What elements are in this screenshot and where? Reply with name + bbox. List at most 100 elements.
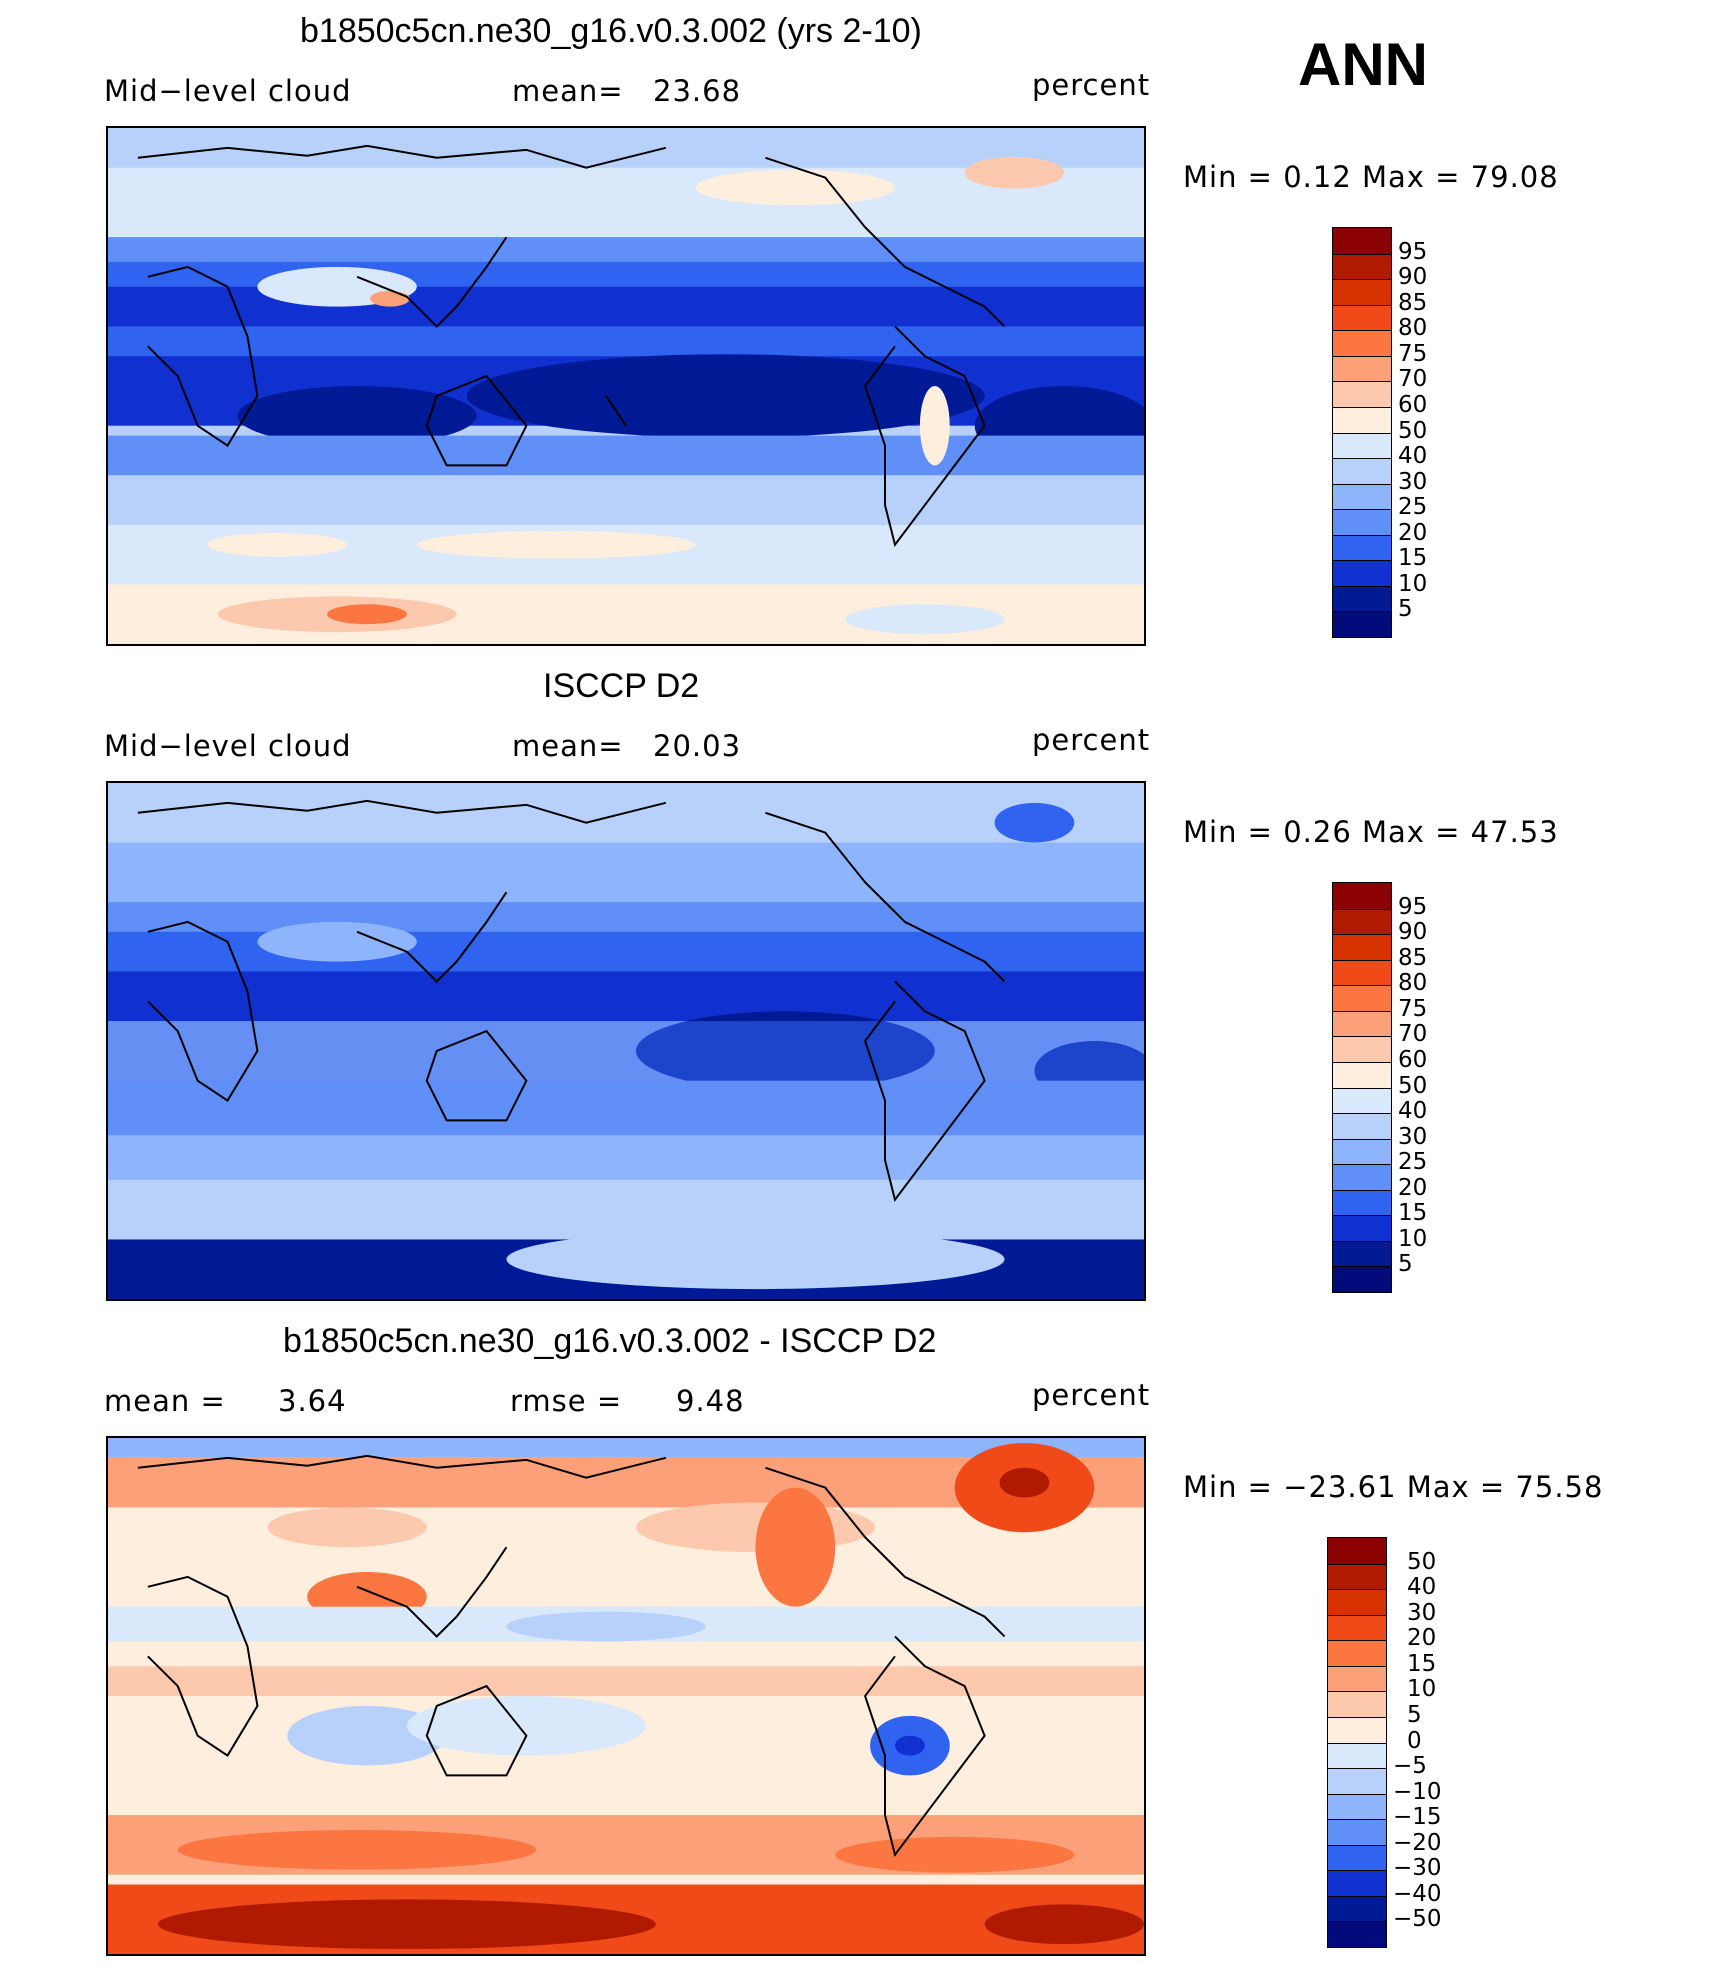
- colorbar-tick-label: 85: [1398, 289, 1428, 316]
- panel1-units: percent: [1032, 68, 1151, 102]
- colorbar-swatch: [1333, 1266, 1391, 1292]
- colorbar-tick-label: 15: [1398, 1200, 1428, 1227]
- colorbar-swatch: [1328, 1538, 1386, 1564]
- panel3-title: b1850c5cn.ne30_g16.v0.3.002 - ISCCP D2: [283, 1322, 937, 1360]
- colorbar-swatch: [1333, 1138, 1391, 1165]
- colorbar-tick-label: −30: [1393, 1855, 1442, 1882]
- colorbar-swatch: [1333, 432, 1391, 459]
- colorbar-tick-label: 40: [1398, 443, 1428, 470]
- colorbar-swatch: [1333, 1113, 1391, 1139]
- colorbar-swatch: [1328, 1844, 1386, 1871]
- colorbar-tick-label: 15: [1407, 1650, 1437, 1677]
- panel2-mean-value: 20.03: [653, 729, 742, 763]
- colorbar-tick-label: 85: [1398, 944, 1428, 971]
- colorbar-swatch: [1333, 934, 1391, 960]
- colorbar-swatch: [1333, 381, 1391, 407]
- colorbar-tick-label: 75: [1398, 995, 1428, 1022]
- colorbar-tick-label: 30: [1398, 468, 1428, 495]
- colorbar-tick-label: 95: [1398, 893, 1428, 920]
- panel3-mean-label: mean =: [104, 1384, 226, 1418]
- colorbar-swatch: [1333, 1189, 1391, 1216]
- colorbar-tick-label: 0: [1407, 1727, 1422, 1754]
- panel3-rmse-value: 9.48: [676, 1384, 745, 1418]
- colorbar-tick-label: 10: [1407, 1676, 1437, 1703]
- panel3-colorbar: [1327, 1537, 1387, 1948]
- colorbar-swatch: [1328, 1640, 1386, 1666]
- colorbar-swatch: [1328, 1793, 1386, 1820]
- colorbar-tick-label: −5: [1393, 1753, 1427, 1780]
- colorbar-swatch: [1328, 1768, 1386, 1794]
- colorbar-swatch: [1328, 1921, 1386, 1947]
- colorbar-tick-label: 50: [1407, 1548, 1437, 1575]
- panel1-minmax: Min = 0.12 Max = 79.08: [1183, 160, 1559, 194]
- colorbar-swatch: [1333, 355, 1391, 382]
- colorbar-tick-label: 50: [1398, 1072, 1428, 1099]
- colorbar-tick-label: 50: [1398, 417, 1428, 444]
- colorbar-tick-label: 80: [1398, 315, 1428, 342]
- panel1-variable-label: Mid−level cloud: [104, 74, 352, 108]
- colorbar-swatch: [1328, 1589, 1386, 1615]
- colorbar-tick-label: 70: [1398, 1021, 1428, 1048]
- panel2-mean-label: mean=: [512, 729, 624, 763]
- colorbar-swatch: [1328, 1742, 1386, 1769]
- colorbar-tick-label: 95: [1398, 238, 1428, 265]
- colorbar-tick-label: −10: [1393, 1778, 1442, 1805]
- colorbar-swatch: [1333, 959, 1391, 986]
- colorbar-swatch: [1333, 279, 1391, 305]
- colorbar-tick-label: 70: [1398, 366, 1428, 393]
- colorbar-swatch: [1333, 560, 1391, 586]
- colorbar-swatch: [1328, 1691, 1386, 1717]
- colorbar-swatch: [1333, 1164, 1391, 1190]
- colorbar-swatch: [1328, 1870, 1386, 1896]
- colorbar-swatch: [1333, 611, 1391, 637]
- colorbar-tick-label: −15: [1393, 1804, 1442, 1831]
- colorbar-tick-label: 30: [1407, 1599, 1437, 1626]
- colorbar-swatch: [1333, 483, 1391, 510]
- colorbar-swatch: [1333, 985, 1391, 1011]
- panel1-map: [106, 126, 1146, 646]
- colorbar-tick-label: 40: [1407, 1574, 1437, 1601]
- panel2-map: [106, 781, 1146, 1301]
- colorbar-swatch: [1333, 304, 1391, 331]
- colorbar-swatch: [1333, 1087, 1391, 1114]
- colorbar-swatch: [1328, 1716, 1386, 1743]
- colorbar-swatch: [1333, 585, 1391, 612]
- panel1-mean-value: 23.68: [653, 74, 742, 108]
- panel3-minmax: Min = −23.61 Max = 75.58: [1183, 1470, 1604, 1504]
- colorbar-tick-label: 5: [1398, 596, 1413, 623]
- colorbar-tick-label: 75: [1398, 340, 1428, 367]
- colorbar-swatch: [1333, 406, 1391, 433]
- colorbar-swatch: [1333, 1061, 1391, 1088]
- colorbar-swatch: [1333, 534, 1391, 561]
- panel2-colorbar: [1332, 882, 1392, 1293]
- colorbar-tick-label: 20: [1398, 1174, 1428, 1201]
- colorbar-tick-label: 60: [1398, 391, 1428, 418]
- colorbar-swatch: [1328, 1819, 1386, 1845]
- colorbar-swatch: [1333, 1010, 1391, 1037]
- panel3-mean-value: 3.64: [278, 1384, 347, 1418]
- panel3-units: percent: [1032, 1378, 1151, 1412]
- colorbar-tick-label: 5: [1398, 1251, 1413, 1278]
- colorbar-swatch: [1328, 1563, 1386, 1590]
- colorbar-swatch: [1333, 253, 1391, 280]
- colorbar-swatch: [1333, 883, 1391, 909]
- colorbar-tick-label: 20: [1407, 1625, 1437, 1652]
- colorbar-tick-label: 10: [1398, 1225, 1428, 1252]
- colorbar-tick-label: −40: [1393, 1880, 1442, 1907]
- panel3-rmse-label: rmse =: [510, 1384, 623, 1418]
- panel1-mean-label: mean=: [512, 74, 624, 108]
- panel2-title: ISCCP D2: [543, 667, 700, 705]
- panel3-map: [106, 1436, 1146, 1956]
- colorbar-swatch: [1333, 1240, 1391, 1267]
- colorbar-swatch: [1328, 1895, 1386, 1922]
- colorbar-tick-label: 90: [1398, 264, 1428, 291]
- colorbar-swatch: [1333, 1215, 1391, 1241]
- colorbar-tick-label: 10: [1398, 570, 1428, 597]
- panel1-colorbar: [1332, 227, 1392, 638]
- colorbar-tick-label: 25: [1398, 1149, 1428, 1176]
- colorbar-tick-label: 60: [1398, 1046, 1428, 1073]
- panel2-minmax: Min = 0.26 Max = 47.53: [1183, 815, 1559, 849]
- colorbar-tick-label: 30: [1398, 1123, 1428, 1150]
- colorbar-tick-label: −50: [1393, 1906, 1442, 1933]
- colorbar-tick-label: 5: [1407, 1701, 1422, 1728]
